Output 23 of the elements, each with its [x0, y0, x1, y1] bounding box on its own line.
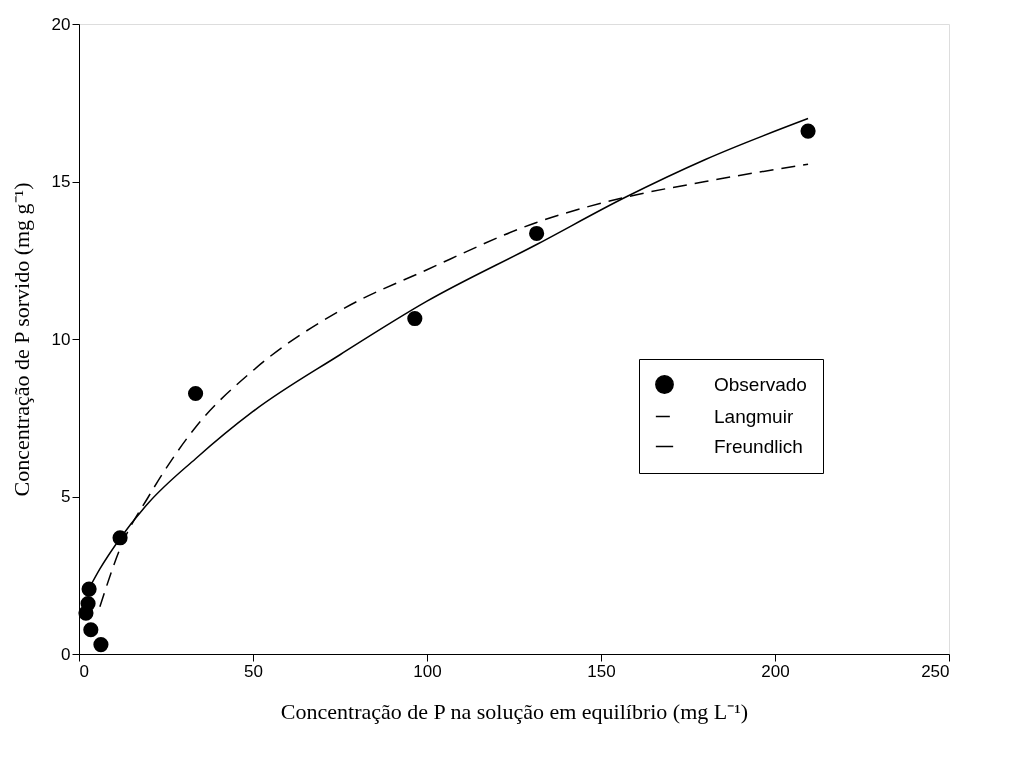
- point: [188, 385, 204, 402]
- x-tick-label: 0: [79, 661, 89, 681]
- legend-label: Freundlich: [714, 435, 803, 457]
- x-tick-label: 50: [244, 661, 263, 681]
- legend-label: Langmuir: [714, 405, 794, 427]
- point: [407, 310, 423, 327]
- x-tick-label: 250: [921, 661, 950, 681]
- point: [78, 605, 94, 621]
- x-tick-label: 150: [587, 661, 616, 681]
- point: [529, 225, 545, 242]
- y-axis-title: Concentração de P sorvido (mg g⁻¹): [8, 182, 34, 497]
- legend-label: Observado: [714, 373, 807, 395]
- x-axis-title: Concentração de P na solução em equilíbrio (mg L⁻¹): [280, 698, 749, 724]
- point: [83, 622, 99, 638]
- x-tick-label: 200: [761, 661, 790, 681]
- x-tick-label: 100: [413, 661, 442, 681]
- y-tick-label: 0: [61, 644, 71, 664]
- point: [800, 123, 816, 139]
- y-tick-label: 15: [51, 172, 71, 191]
- y-tick-label: 10: [51, 329, 71, 349]
- y-tick-label: 20: [51, 14, 71, 34]
- point: [93, 636, 109, 653]
- y-tick-label: 5: [61, 487, 71, 506]
